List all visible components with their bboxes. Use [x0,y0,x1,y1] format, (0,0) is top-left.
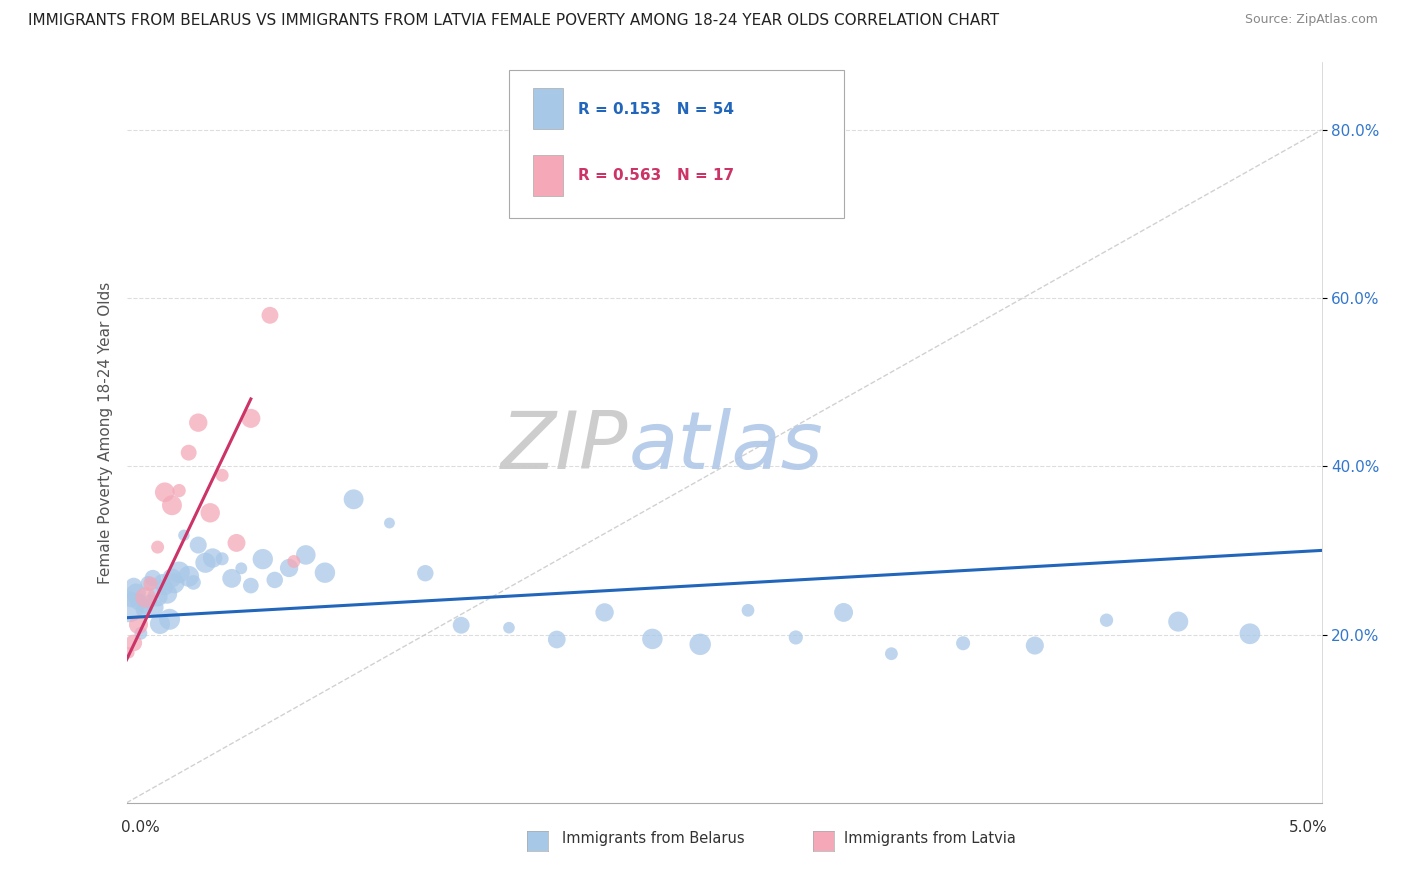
Point [135,591,157,605]
Point [342,492,364,507]
Text: 0.0%: 0.0% [121,821,159,836]
Point [122,579,145,593]
Text: Immigrants from Latvia: Immigrants from Latvia [844,831,1015,846]
Point [239,578,262,592]
Point [183,575,205,590]
Point [278,561,301,575]
Point [952,636,974,650]
Point [294,548,316,562]
Point [146,540,169,554]
Point [120,593,142,607]
Point [177,445,200,459]
Point [136,576,159,591]
Point [127,594,149,608]
FancyBboxPatch shape [509,70,844,218]
Point [314,566,336,580]
Point [132,602,155,616]
Text: Immigrants from Belarus: Immigrants from Belarus [562,831,745,846]
Point [150,575,174,590]
FancyBboxPatch shape [533,155,562,195]
Point [1167,615,1189,629]
Point [239,411,262,425]
Point [1095,613,1118,627]
Point [153,580,176,594]
Point [127,617,149,632]
Point [187,416,209,430]
Text: R = 0.563   N = 17: R = 0.563 N = 17 [578,169,734,183]
Point [143,600,166,615]
Point [252,552,274,566]
Point [139,594,162,608]
Point [200,506,222,520]
Point [737,603,759,617]
Point [201,551,224,566]
Point [146,590,169,604]
Point [194,556,217,570]
Point [135,599,157,614]
Point [641,632,664,646]
Point [125,586,148,600]
Point [259,308,281,322]
Point [187,538,209,552]
Text: atlas: atlas [628,409,824,486]
Point [880,647,903,661]
Point [160,498,183,512]
Point [593,606,616,620]
Point [689,637,711,651]
Point [832,606,855,620]
Point [167,566,190,580]
Point [163,576,186,591]
Point [1239,626,1261,640]
Point [118,646,141,660]
Point [263,573,285,587]
Point [231,561,253,575]
Point [177,569,200,583]
Point [221,571,243,585]
Point [211,468,233,483]
Point [498,621,520,635]
Point [159,612,181,626]
Text: ZIP: ZIP [501,409,628,486]
Point [450,618,472,632]
Point [225,536,247,550]
Point [122,636,145,650]
Point [785,631,807,645]
Point [173,528,195,542]
Point [160,571,183,585]
Y-axis label: Female Poverty Among 18-24 Year Olds: Female Poverty Among 18-24 Year Olds [97,282,112,583]
Text: Source: ZipAtlas.com: Source: ZipAtlas.com [1244,13,1378,27]
Point [211,551,233,566]
Point [546,632,568,647]
FancyBboxPatch shape [533,88,562,129]
Point [283,554,305,568]
Point [149,616,172,631]
Point [142,571,165,585]
Point [1024,639,1046,653]
Text: R = 0.153   N = 54: R = 0.153 N = 54 [578,103,734,118]
Text: IMMIGRANTS FROM BELARUS VS IMMIGRANTS FROM LATVIA FEMALE POVERTY AMONG 18-24 YEA: IMMIGRANTS FROM BELARUS VS IMMIGRANTS FR… [28,13,1000,29]
Point [139,576,162,591]
Point [378,516,401,530]
Point [413,566,436,581]
Point [153,485,176,500]
Point [118,599,141,614]
Point [129,626,152,640]
Text: 5.0%: 5.0% [1289,821,1327,836]
Point [156,587,179,601]
Point [167,483,190,498]
